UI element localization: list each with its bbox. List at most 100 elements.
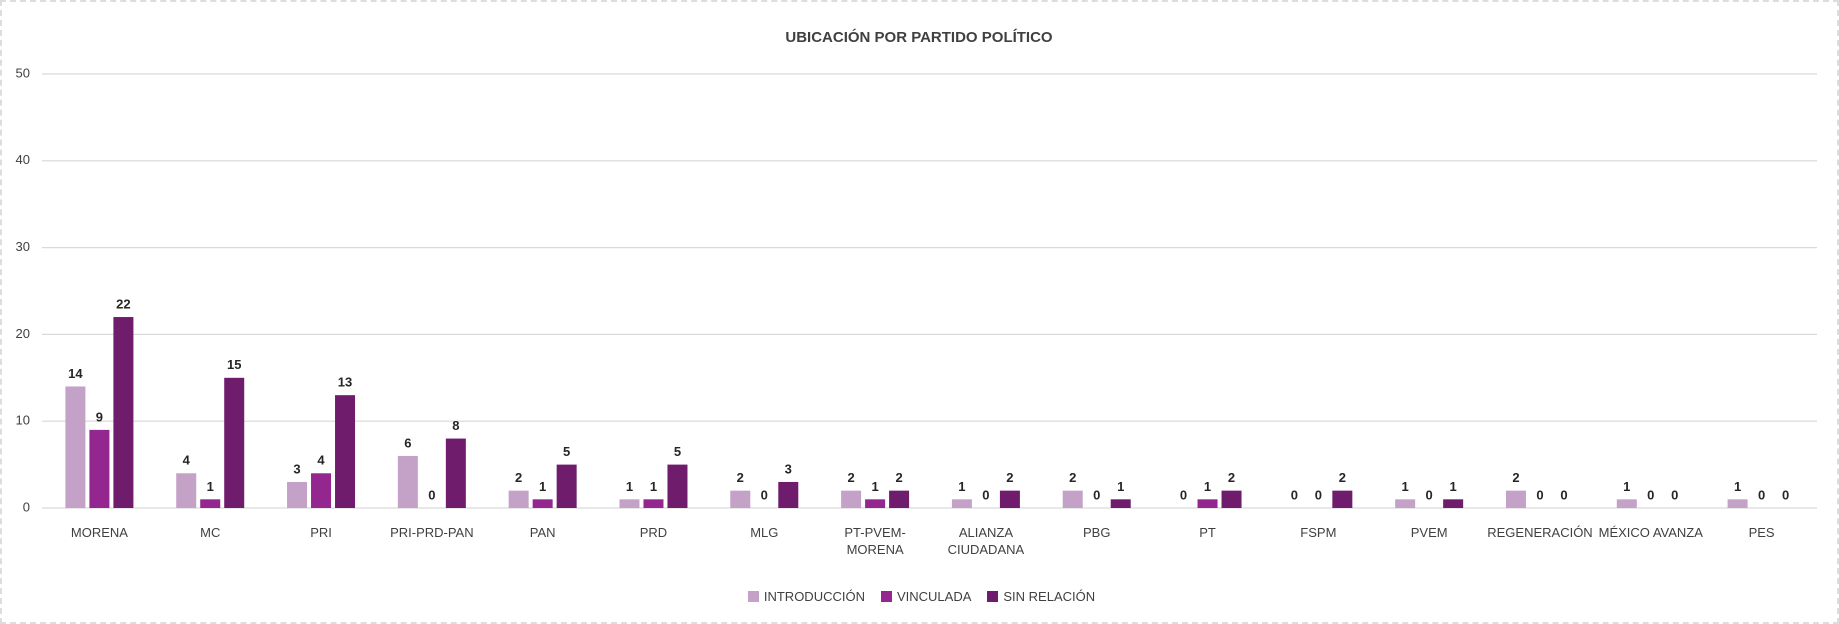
x-tick-label: MLG <box>750 525 779 540</box>
bar <box>1505 490 1526 508</box>
value-label: 2 <box>1228 470 1235 485</box>
value-label: 1 <box>1402 479 1409 494</box>
bar <box>1443 499 1464 508</box>
value-label: 3 <box>785 461 792 476</box>
x-tick-label: REGENERACIÓN <box>1487 525 1593 540</box>
bar <box>643 499 664 508</box>
bar <box>999 490 1020 508</box>
value-label: 1 <box>1623 479 1630 494</box>
value-label: 0 <box>1782 487 1789 502</box>
x-tick-label: FSPM <box>1300 525 1337 540</box>
value-label: 0 <box>1671 487 1678 502</box>
value-label: 4 <box>317 453 325 468</box>
value-label: 2 <box>1339 470 1346 485</box>
x-tick-label: MORENA <box>70 525 128 540</box>
y-tick-label: 50 <box>16 65 30 80</box>
bar <box>1221 490 1242 508</box>
value-label: 1 <box>539 479 546 494</box>
value-label: 0 <box>761 487 768 502</box>
value-label: 0 <box>1560 487 1567 502</box>
bar <box>556 464 577 508</box>
bar <box>1062 490 1083 508</box>
bar <box>841 490 862 508</box>
value-label: 0 <box>428 487 435 502</box>
bar <box>619 499 640 508</box>
y-tick-label: 20 <box>16 326 30 341</box>
value-label: 2 <box>895 470 902 485</box>
bar <box>532 499 553 508</box>
value-label: 6 <box>404 435 411 450</box>
bar <box>224 377 245 508</box>
value-label: 0 <box>1180 487 1187 502</box>
x-tick-label: PT <box>1199 525 1216 540</box>
value-label: 1 <box>871 479 878 494</box>
legend-label: INTRODUCCIÓN <box>763 589 865 604</box>
bar <box>113 317 134 508</box>
value-label: 0 <box>1291 487 1298 502</box>
y-tick-label: 10 <box>16 413 30 428</box>
value-label: 1 <box>207 479 214 494</box>
value-label: 9 <box>96 409 103 424</box>
legend-item: INTRODUCCIÓN <box>747 589 865 604</box>
value-label: 0 <box>1758 487 1765 502</box>
x-tick-label: PBG <box>1082 525 1111 540</box>
value-label: 13 <box>338 375 352 390</box>
value-label: 0 <box>1536 487 1543 502</box>
value-label: 4 <box>183 453 191 468</box>
value-label: 1 <box>1734 479 1741 494</box>
bar <box>200 499 221 508</box>
bar <box>65 386 86 508</box>
value-label: 5 <box>674 444 681 459</box>
value-label: 1 <box>650 479 657 494</box>
value-label: 1 <box>1450 479 1457 494</box>
value-label: 3 <box>293 461 300 476</box>
value-label: 2 <box>737 470 744 485</box>
value-label: 2 <box>1006 470 1013 485</box>
bar <box>667 464 688 508</box>
bar <box>89 429 110 508</box>
value-label: 1 <box>1204 479 1211 494</box>
bar <box>508 490 529 508</box>
legend-item: VINCULADA <box>880 589 972 604</box>
y-tick-label: 30 <box>16 239 30 254</box>
x-tick-label: PRI-PRD-PAN <box>390 525 474 540</box>
bar <box>335 395 356 508</box>
bar <box>397 455 418 508</box>
legend-label: VINCULADA <box>896 589 972 604</box>
value-label: 0 <box>1647 487 1654 502</box>
value-label: 1 <box>1117 479 1124 494</box>
bar <box>1332 490 1353 508</box>
x-tick-label: MÉXICO AVANZA <box>1598 525 1703 540</box>
value-label: 0 <box>1315 487 1322 502</box>
value-label: 14 <box>68 366 83 381</box>
bar <box>445 438 466 508</box>
x-tick-label: PAN <box>529 525 556 540</box>
bar <box>1110 499 1131 508</box>
bar <box>889 490 910 508</box>
legend-swatch <box>747 591 759 602</box>
value-label: 2 <box>1069 470 1076 485</box>
value-label: 1 <box>958 479 965 494</box>
legend-swatch <box>987 591 999 602</box>
value-label: 22 <box>116 296 130 311</box>
value-label: 15 <box>227 357 241 372</box>
legend-swatch <box>880 591 892 602</box>
x-tick-label: PRI <box>310 525 332 540</box>
bar <box>730 490 751 508</box>
bar <box>1616 499 1637 508</box>
bar <box>778 481 799 508</box>
bar <box>1197 499 1218 508</box>
x-tick-label: PRD <box>639 525 668 540</box>
bar <box>951 499 972 508</box>
x-tick-label: PT-PVEM-MORENA <box>844 525 906 557</box>
legend-label: SIN RELACIÓN <box>1003 589 1096 604</box>
x-tick-label: PVEM <box>1410 525 1448 540</box>
y-tick-label: 0 <box>23 499 30 514</box>
value-label: 1 <box>626 479 633 494</box>
x-tick-label: MC <box>200 525 221 540</box>
value-label: 8 <box>452 418 459 433</box>
value-label: 5 <box>563 444 570 459</box>
bar <box>176 473 197 508</box>
